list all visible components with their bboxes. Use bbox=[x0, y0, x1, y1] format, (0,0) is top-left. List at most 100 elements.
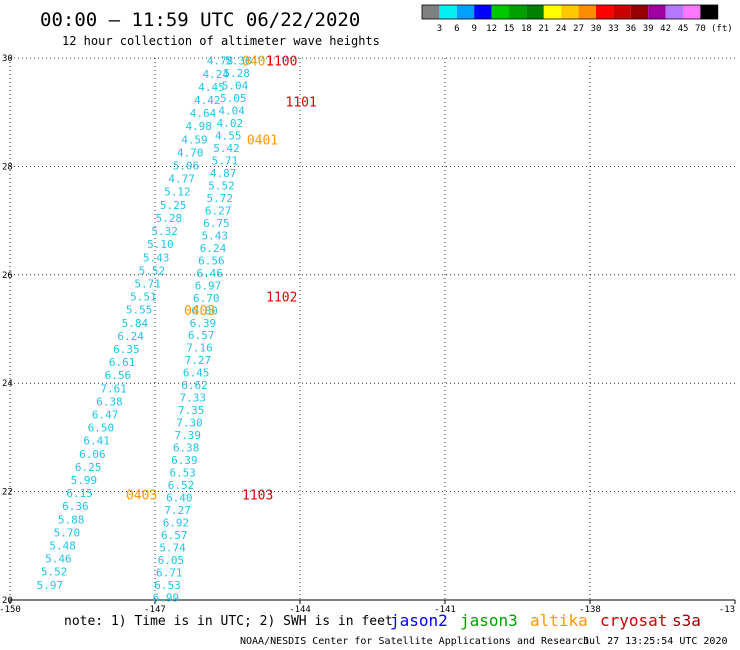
legend-label: 30 bbox=[591, 24, 602, 34]
pass-label: 0401 bbox=[242, 55, 273, 70]
wave-height-value: 6.36 bbox=[62, 500, 89, 513]
footer-note: note: 1) Time is in UTC; 2) SWH is in fe… bbox=[64, 614, 393, 629]
satellite-legend-item: s3a bbox=[672, 611, 701, 630]
wave-height-value: 4.45 bbox=[198, 81, 225, 94]
wave-height-value: 4.87 bbox=[210, 167, 237, 180]
wave-height-value: 6.56 bbox=[198, 254, 225, 267]
wave-height-value: 5.43 bbox=[201, 229, 228, 242]
legend-swatch bbox=[700, 5, 718, 19]
legend-swatch bbox=[543, 5, 562, 19]
wave-height-value: 4.64 bbox=[190, 107, 217, 120]
legend-swatch bbox=[683, 5, 701, 19]
satellite-legend: jason2 jason3 altika cryosat s3a bbox=[390, 611, 701, 630]
legend-swatch bbox=[456, 5, 475, 19]
satellite-legend-item: jason2 bbox=[390, 611, 448, 630]
legend-swatch bbox=[526, 5, 544, 19]
legend-label: 18 bbox=[521, 24, 532, 34]
wave-height-value: 5.46 bbox=[45, 553, 71, 566]
legend-label: 27 bbox=[573, 24, 584, 34]
wave-height-value: 6.46 bbox=[196, 267, 223, 280]
wave-height-value: 6.38 bbox=[173, 442, 200, 455]
x-tick-label: -147 bbox=[144, 605, 166, 615]
pass-label: 0403 bbox=[126, 488, 157, 503]
pass-label: 0401 bbox=[247, 133, 278, 148]
legend-swatch bbox=[561, 5, 579, 19]
wave-height-value: 5.04 bbox=[222, 80, 249, 93]
plot-frame bbox=[9, 58, 735, 601]
wave-height-value: 5.97 bbox=[37, 579, 64, 592]
wave-height-value: 6.25 bbox=[75, 461, 102, 474]
wave-height-value: 4.24 bbox=[202, 68, 229, 81]
wave-height-value: 6.61 bbox=[109, 356, 136, 369]
legend-label: 6 bbox=[454, 24, 459, 34]
wave-height-value: 6.52 bbox=[168, 479, 195, 492]
wave-height-value: 7.30 bbox=[176, 417, 203, 430]
wave-height-value: 6.35 bbox=[113, 343, 140, 356]
wave-height-value: 6.70 bbox=[193, 292, 220, 305]
wave-height-value: 5.55 bbox=[126, 304, 153, 317]
wave-height-value: 5.05 bbox=[220, 92, 247, 105]
color-scale-unit: (ft) bbox=[711, 24, 733, 34]
wave-height-value: 6.39 bbox=[171, 454, 198, 467]
satellite-legend-item: jason3 bbox=[460, 611, 518, 630]
x-tick-label: -141 bbox=[434, 605, 456, 615]
wave-height-value: 4.98 bbox=[185, 120, 212, 133]
legend-swatch bbox=[439, 5, 457, 19]
wave-height-value: 4.70 bbox=[177, 146, 204, 159]
wave-height-value: 4.04 bbox=[218, 105, 245, 118]
x-tick-label: -150 bbox=[0, 605, 21, 615]
wave-height-value: 5.70 bbox=[54, 526, 80, 539]
wave-height-value: 5.25 bbox=[160, 199, 187, 212]
legend-label: 3 bbox=[437, 24, 442, 34]
wave-height-value: 6.27 bbox=[205, 204, 232, 217]
wave-height-value: 7.39 bbox=[175, 429, 202, 442]
wave-height-value: 6.41 bbox=[83, 435, 110, 448]
wave-height-value: 5.74 bbox=[159, 541, 186, 554]
wave-height-value: 6.99 bbox=[153, 591, 180, 604]
wave-height-value: 6.38 bbox=[96, 395, 123, 408]
wave-height-value: 6.24 bbox=[200, 242, 227, 255]
wave-height-value: 5.38 bbox=[225, 55, 252, 68]
pass-label: 0403 bbox=[184, 304, 215, 319]
x-tick-label: -13 bbox=[719, 605, 735, 615]
wave-height-value: 4.42 bbox=[194, 94, 221, 107]
wave-height-value: 5.99 bbox=[71, 474, 98, 487]
x-tick-label: -144 bbox=[289, 605, 311, 615]
wave-height-value: 6.39 bbox=[190, 317, 217, 330]
wave-height-value: 5.71 bbox=[212, 155, 239, 168]
wave-height-value: 5.28 bbox=[156, 212, 183, 225]
footer-timestamp: Jul 27 13:25:54 UTC 2020 bbox=[583, 636, 728, 647]
wave-height-value: 4.77 bbox=[168, 173, 195, 186]
legend-label: 12 bbox=[486, 24, 497, 34]
wave-height-value: 6.45 bbox=[183, 367, 210, 380]
legend-label: 45 bbox=[678, 24, 689, 34]
legend-swatch bbox=[630, 5, 649, 19]
wave-height-value: 5.32 bbox=[151, 225, 178, 238]
wave-height-value: 4.78 bbox=[207, 55, 234, 68]
legend-label: 9 bbox=[471, 24, 476, 34]
wave-height-values: 4.784.244.454.424.644.984.594.705.064.77… bbox=[37, 55, 252, 605]
wave-height-value: 6.05 bbox=[158, 554, 185, 567]
wave-height-value: 6.53 bbox=[154, 579, 181, 592]
chart-title: 00:00 – 11:59 UTC 06/22/2020 bbox=[40, 9, 360, 31]
wave-height-value: 5.28 bbox=[223, 67, 250, 80]
y-tick-label: 20 bbox=[2, 596, 13, 606]
legend-swatch bbox=[491, 5, 509, 19]
satellite-legend-item: altika bbox=[530, 611, 588, 630]
wave-height-value: 5.43 bbox=[143, 251, 170, 264]
footer-credit: NOAA/NESDIS Center for Satellite Applica… bbox=[240, 636, 589, 647]
legend-label: 33 bbox=[608, 24, 619, 34]
plot-grid bbox=[10, 57, 735, 600]
wave-height-value: 4.02 bbox=[217, 117, 244, 130]
wave-height-value: 5.84 bbox=[122, 317, 149, 330]
legend-swatch bbox=[474, 5, 492, 19]
legend-swatch bbox=[665, 5, 683, 19]
legend-swatch bbox=[648, 5, 666, 19]
legend-swatch bbox=[509, 5, 527, 19]
wave-height-value: 5.10 bbox=[147, 238, 174, 251]
x-axis-ticks: -150 -147 -144 -141 -138 -13 bbox=[0, 600, 736, 615]
wave-height-value: 6.06 bbox=[79, 448, 106, 461]
wave-height-value: 6.15 bbox=[66, 487, 93, 500]
